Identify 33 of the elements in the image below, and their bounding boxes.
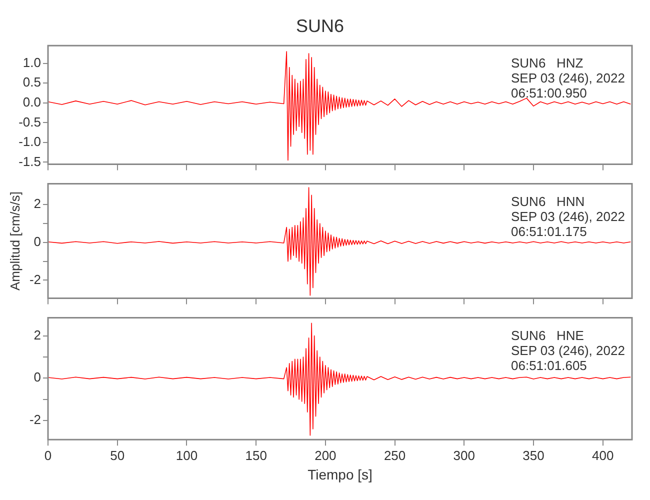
annotation: 06:51:01.175 <box>511 224 587 239</box>
annotation: 06:51:00.950 <box>511 86 587 101</box>
x-tick-label: 100 <box>176 448 198 463</box>
y-tick-label: 1.0 <box>22 54 41 70</box>
y-tick-label: 0.0 <box>22 94 41 110</box>
annotation: SUN6 HNE <box>511 328 584 343</box>
y-tick-label: -2 <box>29 412 41 428</box>
x-tick-label: 150 <box>245 448 267 463</box>
y-tick-label: 0 <box>34 234 41 249</box>
annotation: SEP 03 (246), 2022 <box>511 208 625 224</box>
x-tick-label: 250 <box>384 448 406 463</box>
x-tick-label: 200 <box>314 448 336 463</box>
annotation: SUN6 HNN <box>511 194 585 209</box>
chart-title: SUN6 <box>296 16 344 36</box>
annotation: 06:51:01.605 <box>511 358 587 373</box>
annotation: SEP 03 (246), 2022 <box>511 70 625 86</box>
y-axis-title: Amplitud [cm/s/s] <box>7 192 22 290</box>
y-tick-label: -1.5 <box>18 154 41 169</box>
y-tick-label: 2 <box>34 196 41 212</box>
x-tick-label: 400 <box>592 448 614 463</box>
y-tick-label: -1.0 <box>18 134 41 150</box>
y-tick-label: 0.5 <box>22 74 41 90</box>
annotation: SUN6 HNZ <box>511 56 584 71</box>
x-tick-label: 50 <box>110 448 125 463</box>
x-tick-label: 350 <box>522 448 544 463</box>
annotation: SEP 03 (246), 2022 <box>511 342 625 358</box>
y-tick-label: -0.5 <box>18 114 41 130</box>
x-axis-title: Tiempo [s] <box>308 466 372 482</box>
y-tick-label: 0 <box>34 370 41 385</box>
x-tick-label: 0 <box>44 448 52 463</box>
y-tick-label: -2 <box>29 272 41 287</box>
y-tick-label: 2 <box>34 327 41 342</box>
x-tick-label: 300 <box>453 448 476 463</box>
